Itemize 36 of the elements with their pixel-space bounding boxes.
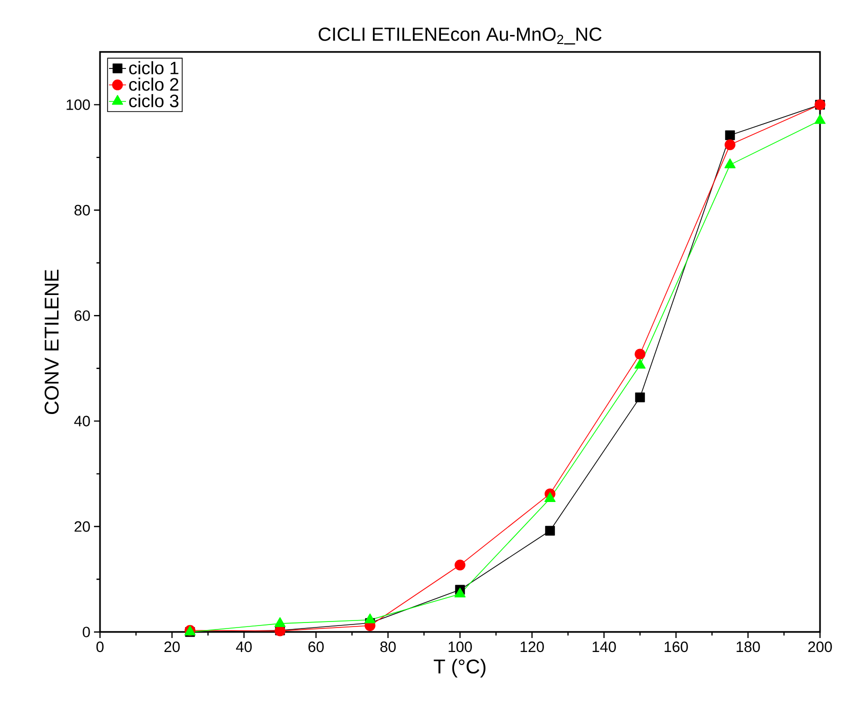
legend-label: ciclo 3 (129, 94, 178, 108)
x-tick-label: 200 (808, 642, 832, 652)
x-tick-label: 80 (380, 642, 396, 652)
y-axis-title: CONV ETILENE (44, 270, 59, 414)
point (454, 560, 466, 570)
y-tick-label: 80 (74, 204, 90, 216)
y-tick-label: 20 (74, 521, 90, 532)
legend-label: ciclo 1 (129, 61, 178, 74)
point (724, 139, 736, 150)
chart-title: CICLI ETILENEcon Au-MnO$_{2}$_NC (318, 28, 602, 44)
y-tick-label: 60 (74, 310, 90, 321)
x-axis-title: T (°C) (434, 658, 486, 678)
point (364, 613, 376, 624)
point (814, 114, 826, 124)
point (454, 588, 466, 598)
x-tick-label: 0 (96, 642, 104, 652)
x-tick-label: 100 (448, 642, 472, 652)
x-tick-label: 120 (520, 642, 544, 652)
y-tick-label: 100 (66, 99, 90, 110)
y-tick-label: 0 (82, 626, 90, 638)
x-tick-label: 180 (736, 642, 760, 652)
x-tick-label: 140 (592, 642, 616, 652)
x-tick-label: 60 (308, 642, 324, 652)
point (545, 526, 555, 536)
y-tick-label: 40 (74, 416, 90, 426)
x-tick-label: 20 (164, 642, 180, 652)
point (544, 492, 556, 502)
x-tick-label: 40 (236, 642, 252, 652)
legend-label: ciclo 2 (129, 78, 178, 91)
point (274, 617, 286, 627)
point (725, 130, 735, 140)
x-tick-label: 160 (664, 642, 688, 652)
point (635, 392, 645, 402)
point (634, 348, 646, 360)
point (634, 358, 646, 369)
point (724, 158, 736, 168)
